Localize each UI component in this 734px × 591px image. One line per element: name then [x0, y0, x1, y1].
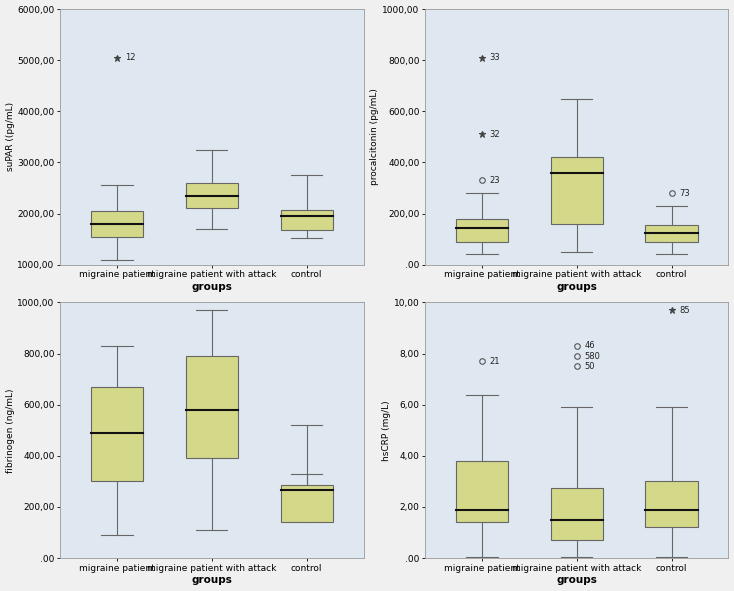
Y-axis label: fibrinogen (ng/mL): fibrinogen (ng/mL) [6, 388, 15, 473]
Bar [645, 482, 697, 527]
Bar [550, 157, 603, 224]
Y-axis label: hsCRP (mg/L): hsCRP (mg/L) [382, 400, 391, 460]
Text: 46: 46 [584, 342, 595, 350]
Text: 12: 12 [125, 53, 135, 62]
Bar [91, 387, 143, 482]
X-axis label: groups: groups [556, 576, 597, 586]
Text: 580: 580 [584, 352, 600, 361]
X-axis label: groups: groups [556, 282, 597, 292]
Bar [186, 356, 238, 459]
Bar [186, 183, 238, 209]
Text: 85: 85 [679, 306, 690, 314]
Text: 33: 33 [490, 53, 501, 62]
X-axis label: groups: groups [192, 282, 232, 292]
Bar [645, 225, 697, 242]
Text: 73: 73 [679, 189, 690, 197]
Y-axis label: suPAR ((pg/mL): suPAR ((pg/mL) [6, 102, 15, 171]
Text: 50: 50 [584, 362, 595, 371]
Y-axis label: procalcitonin (pg/mL): procalcitonin (pg/mL) [371, 89, 379, 186]
X-axis label: groups: groups [192, 576, 232, 586]
Bar [550, 488, 603, 540]
Text: 21: 21 [490, 357, 500, 366]
Text: 32: 32 [490, 130, 500, 139]
Bar [91, 211, 143, 236]
Bar [456, 219, 508, 242]
Text: 23: 23 [490, 176, 500, 185]
Bar [280, 485, 333, 522]
Bar [280, 210, 333, 230]
Bar [456, 461, 508, 522]
